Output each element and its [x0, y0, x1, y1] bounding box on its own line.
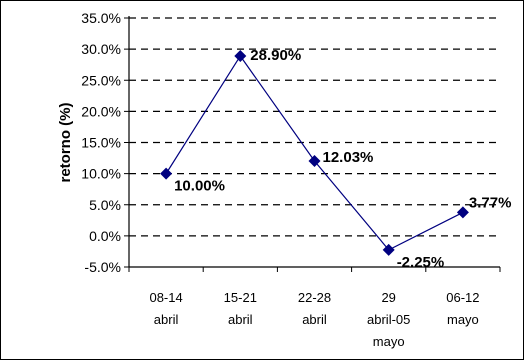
y-tick-label: -5.0%: [84, 259, 121, 275]
x-category-label: mayo: [447, 312, 479, 327]
x-category-label: abril-05: [367, 312, 410, 327]
x-category-label: 22-28: [298, 290, 331, 305]
y-tick-label: 25.0%: [81, 72, 121, 88]
y-tick-label: 35.0%: [81, 10, 121, 26]
y-tick-label: 30.0%: [81, 41, 121, 57]
x-category-label: abril: [302, 312, 327, 327]
x-category-label: 15-21: [224, 290, 257, 305]
y-tick-label: 5.0%: [89, 197, 121, 213]
y-axis-title: retorno (%): [57, 103, 74, 183]
data-label: 12.03%: [323, 149, 374, 166]
data-point-marker: [234, 49, 247, 62]
data-point-marker: [456, 206, 469, 219]
y-tick-label: 20.0%: [81, 103, 121, 119]
y-tick-label: 0.0%: [89, 228, 121, 244]
y-tick-label: 15.0%: [81, 135, 121, 151]
x-category-label: mayo: [373, 334, 405, 349]
data-point-marker: [308, 154, 321, 167]
x-category-label: 29: [381, 290, 395, 305]
data-label: 10.00%: [174, 178, 225, 195]
x-category-label: abril: [154, 312, 179, 327]
data-label: 28.90%: [250, 47, 301, 64]
data-label: -2.25%: [397, 254, 445, 271]
x-category-label: 08-14: [149, 290, 182, 305]
x-category-label: abril: [228, 312, 253, 327]
data-point-marker: [382, 243, 395, 256]
x-category-label: 06-12: [446, 290, 479, 305]
data-label: 3.77%: [469, 194, 512, 211]
data-point-marker: [160, 167, 173, 180]
y-tick-label: 10.0%: [81, 166, 121, 182]
series-line: [165, 54, 464, 251]
